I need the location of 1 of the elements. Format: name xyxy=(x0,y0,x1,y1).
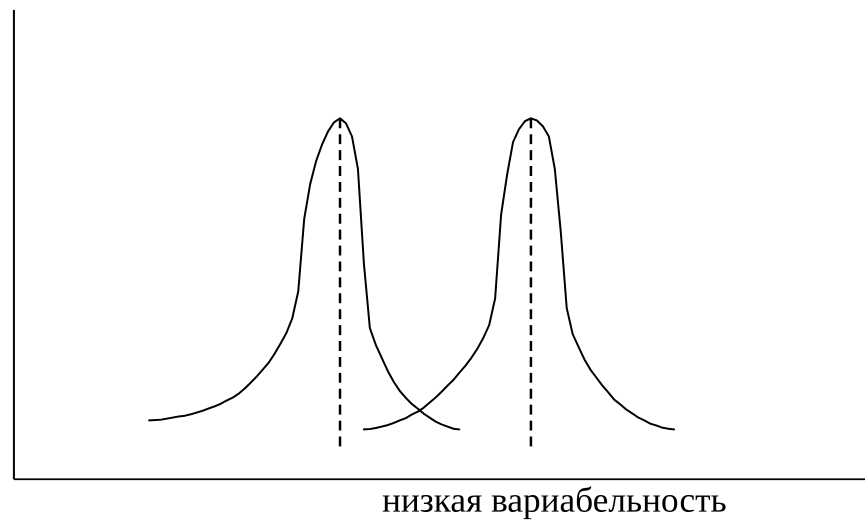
x-axis-title: низкая вариабельность xyxy=(382,486,726,520)
